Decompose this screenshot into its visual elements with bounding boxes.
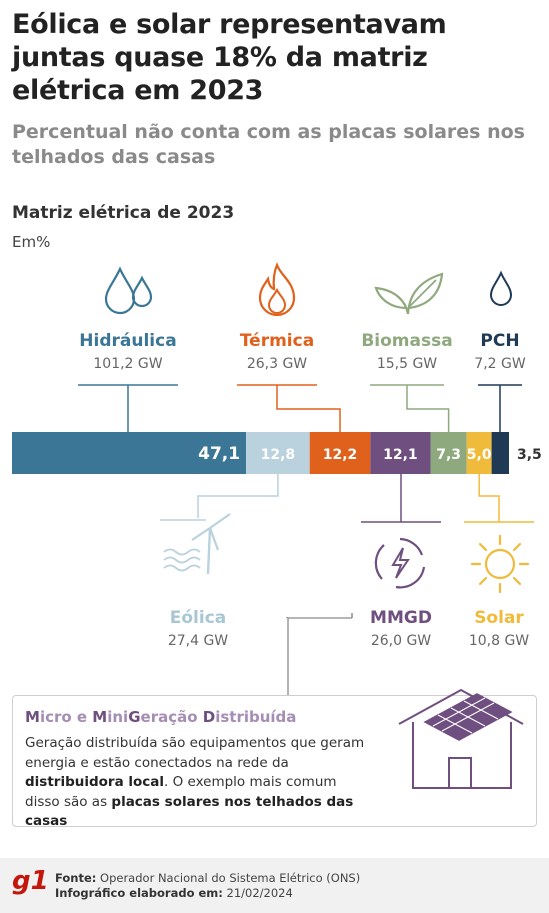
connector-mmgd [361,474,441,523]
connector-solar [464,474,534,523]
label-mmgd-capacity: 26,0 GW [370,633,432,649]
label-hidraulica-name: Hidráulica [79,331,177,351]
mmgd-info-box: Micro e MiniGeração Distribuída Geração … [12,688,537,829]
footer: g1 Fonte: Operador Nacional do Sistema E… [0,858,549,913]
bar-value-label: 5,0 [467,447,492,463]
info-box-text: Geração distribuída são equipamentos que… [25,734,365,832]
info-title-part: G [128,708,141,726]
page-subtitle: Percentual não conta com as placas solar… [12,121,525,168]
wind-turbine-icon [160,513,231,575]
info-text-part: . O exemplo mais comum disso são as [25,774,337,810]
bar-segment-biomassa [430,432,467,474]
label-solar-capacity: 10,8 GW [468,633,530,649]
connector-biomassa [370,384,450,432]
energy-cycle-icon [374,537,426,589]
house-with-solar-panels-icon [398,688,524,789]
info-text-part: placas solares nos telhados das casas [25,793,354,830]
label-termica: Térmica 26,3 GW [207,330,347,374]
label-biomassa: Biomassa 15,5 GW [337,330,477,374]
label-mmgd-name: MMGD [370,608,432,628]
mmgd-pointer-line [286,613,353,618]
info-box-title: Micro e MiniGeração Distribuída [25,708,296,726]
label-pch: PCH 7,2 GW [430,330,549,374]
label-biomassa-capacity: 15,5 GW [376,356,438,372]
source-label: Fonte: [55,871,97,885]
info-title-part: D [202,708,216,726]
water-drops-icon [104,266,153,315]
page-title: Eólica e solar representavam juntas quas… [12,9,447,106]
label-eolica-capacity: 27,4 GW [167,633,229,649]
footer-source: Fonte: Operador Nacional do Sistema Elét… [55,871,360,901]
label-pch-name: PCH [480,331,520,351]
water-drop-icon [489,270,513,306]
sun-icon [470,534,530,594]
label-hidraulica-capacity: 101,2 GW [93,356,163,372]
chart-unit: Em% [12,233,51,251]
date-label: Infográfico elaborado em: [55,886,223,900]
mmgd-callout-line [287,617,352,695]
info-title-part: ini [107,708,129,726]
chart-title: Matriz elétrica de 2023 [12,203,235,223]
leaves-icon [374,272,444,315]
label-termica-capacity: 26,3 GW [246,356,308,372]
date-value: 21/02/2024 [226,886,293,900]
info-text-part: Geração distribuída são equipamentos que… [25,735,365,771]
label-solar: Solar 10,8 GW [429,607,549,651]
info-text-part: distribuidora local [25,774,165,790]
bar-value-label: 12,1 [383,447,418,463]
g1-logo: g1 [12,866,49,896]
label-mmgd: MMGD 26,0 GW [331,607,471,651]
bar-segment-hidráulica [12,432,247,474]
bar-segment-térmica [309,432,371,474]
bar-value-label: 12,2 [323,447,358,463]
flame-icon [258,262,296,317]
info-title-part: icro e [39,708,93,726]
stacked-bar-chart: 47,1 12,8 12,2 12,1 7,3 5,0 3,5 [12,384,542,618]
bar-segment-pch [491,432,509,474]
info-title-part: M [25,708,40,726]
connector-hidráulica [78,384,178,432]
source-value: Operador Nacional do Sistema Elétrico (O… [100,871,361,885]
label-biomassa-name: Biomassa [361,331,453,351]
info-title-part: eração [140,708,203,726]
label-eolica: Eólica 27,4 GW [128,607,268,651]
label-hidraulica: Hidráulica 101,2 GW [58,330,198,374]
info-title-part: M [92,708,108,726]
connector-térmica [237,384,341,432]
label-termica-name: Térmica [239,331,315,351]
bar-segment-eólica [246,432,310,474]
label-pch-capacity: 7,2 GW [474,356,526,372]
label-solar-name: Solar [474,608,524,628]
info-title-part: istribuída [215,708,297,726]
connector-pch [478,384,522,432]
bar-value-label: 12,8 [261,447,296,463]
bar-value-label: 7,3 [436,447,461,463]
bar-segment-mmgd [370,432,431,474]
connector-eólica [197,474,279,518]
bar-value-label: 3,5 [517,447,542,463]
bar-value-label: 47,1 [198,444,240,464]
bar-segment-solar [466,432,492,474]
label-eolica-name: Eólica [169,608,227,628]
